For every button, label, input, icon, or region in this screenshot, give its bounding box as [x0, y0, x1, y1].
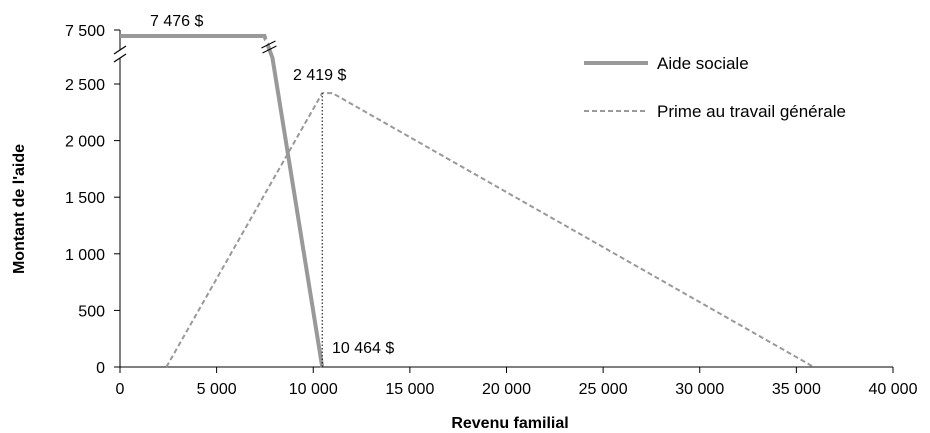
x-tick-label: 15 000 — [385, 381, 434, 398]
legend-label-aide-sociale: Aide sociale — [657, 54, 749, 73]
legend: Aide sociale Prime au travail générale — [584, 54, 846, 121]
x-tick-label: 0 — [116, 381, 125, 398]
x-tick-label: 35 000 — [772, 381, 821, 398]
plot-area: 0 5 000 10 000 15 000 20 000 25 000 30 000 35 0… — [65, 13, 918, 398]
x-tick-label: 40 000 — [869, 381, 918, 398]
y-tick-label: 7 500 — [65, 23, 105, 40]
x-tick-label: 25 000 — [579, 381, 628, 398]
series-break-mark — [261, 40, 276, 49]
y-tick-label: 2 500 — [65, 77, 105, 94]
x-tick-label: 5 000 — [197, 381, 237, 398]
y-tick-label: 0 — [96, 360, 105, 377]
series-break-gap — [261, 36, 272, 48]
series-prime-au-travail-line — [165, 92, 815, 368]
x-tick-label: 30 000 — [675, 381, 724, 398]
x-axis-title: Revenu familial — [451, 415, 568, 432]
y-tick-label: 1 000 — [65, 247, 105, 264]
y-tick-label: 2 000 — [65, 134, 105, 151]
annotation-seuil-revenu: 10 464 $ — [332, 340, 394, 357]
annotation-prime-max: 2 419 $ — [293, 67, 346, 84]
series-break-mark — [262, 45, 277, 54]
y-axis-break-mark — [113, 53, 127, 63]
x-ticks: 0 5 000 10 000 15 000 20 000 25 000 30 000 35 0… — [116, 367, 918, 398]
series-layer — [120, 34, 815, 368]
axis-breaks — [113, 45, 127, 63]
annotation-aide-sociale-max: 7 476 $ — [150, 13, 203, 30]
y-ticks: 0 500 1 000 1 500 2 000 2 500 7 500 — [65, 23, 120, 377]
x-tick-label: 10 000 — [289, 381, 338, 398]
y-axis-break-gap — [114, 50, 126, 58]
y-tick-label: 500 — [78, 303, 105, 320]
series-aide-sociale-line — [120, 34, 325, 368]
legend-label-prime-au-travail: Prime au travail générale — [657, 102, 846, 121]
y-axis-break-mark — [113, 45, 127, 55]
x-tick-label: 20 000 — [482, 381, 531, 398]
annotations: 7 476 $ 2 419 $ 10 464 $ — [150, 13, 394, 357]
y-axis-title: Montant de l'aide — [11, 144, 28, 274]
y-tick-label: 1 500 — [65, 190, 105, 207]
